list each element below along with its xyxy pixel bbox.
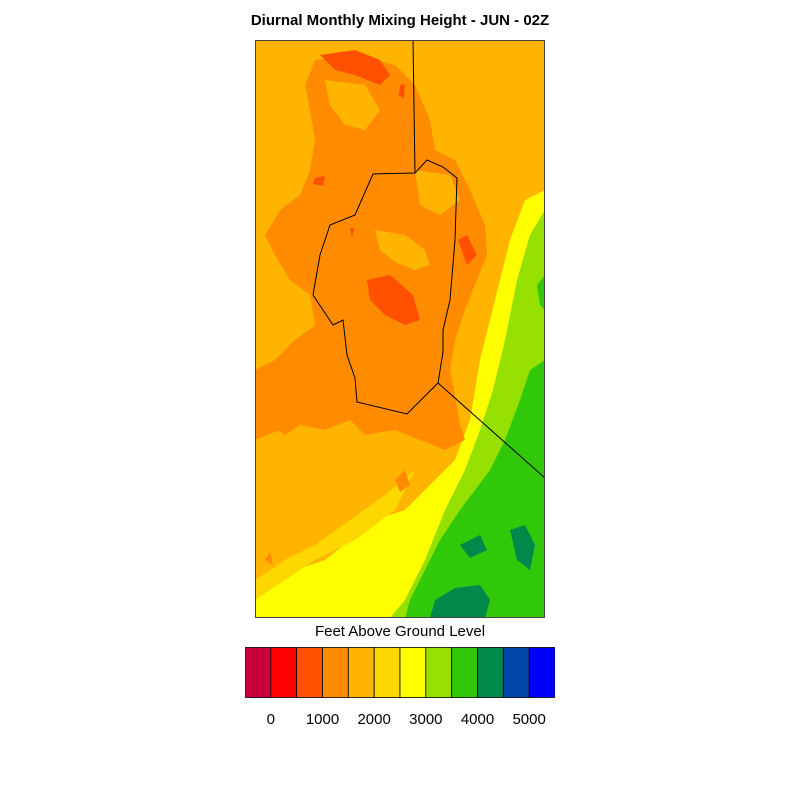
colorbar-cell [528,647,555,698]
colorbar-cell [245,647,272,698]
colorbar-tick-label: 0 [266,711,275,728]
colorbar-cell [477,647,504,698]
contour-dark-green [510,525,535,570]
contour-red-orange-6 [350,228,354,238]
contour-inner-light-4 [415,170,460,215]
state-boundary-southeast [437,382,545,479]
contour-orange-left [255,380,290,440]
mixing-height-map [255,40,545,618]
colorbar-label: Feet Above Ground Level [314,623,486,640]
colorbar-cell [451,647,478,698]
map-frame [255,40,545,618]
contour-red-orange-3 [458,235,477,265]
colorbar [245,647,555,698]
colorbar-cell [502,647,530,698]
colorbar-tick-label: 1000 [305,711,340,728]
colorbar-tick-label: 4000 [460,711,495,728]
contour-red-orange-4 [313,176,325,186]
colorbar-cell [347,647,375,698]
colorbar-cell [425,647,453,698]
contour-red-orange-2 [320,50,390,85]
colorbar-cell [399,647,427,698]
contour-orange-spot-2 [265,552,273,565]
colorbar-tick-label: 2000 [357,711,391,728]
colorbar-tick-label: 3000 [409,711,443,728]
contour-inner-light-2 [255,290,295,340]
contour-inner-light [375,230,430,270]
colorbar-tick-labels: 0 1000 2000 3000 4000 5000 [245,711,555,731]
colorbar-cell [270,647,298,698]
contour-orange [255,55,487,450]
boundary-lines [312,40,545,479]
contour-green-patch [537,275,545,310]
colorbar-cell [322,647,349,698]
colorbar-cell [296,647,323,698]
contour-red-orange [367,275,420,325]
contour-inner-light-3 [325,80,380,130]
contour-red-orange-5 [399,84,405,98]
contour-green [405,360,545,618]
contour-dark-green-2 [460,535,487,558]
map-title: Diurnal Monthly Mixing Height - JUN - 02… [250,12,550,29]
contour-light-yellow [255,470,415,600]
colorbar-tick-label: 5000 [512,711,546,728]
region-outline [312,159,458,415]
colorbar-cell [373,647,401,698]
contour-dark-green-3 [430,585,490,618]
state-boundary-north [412,40,416,174]
contour-orange-spot [395,470,410,492]
